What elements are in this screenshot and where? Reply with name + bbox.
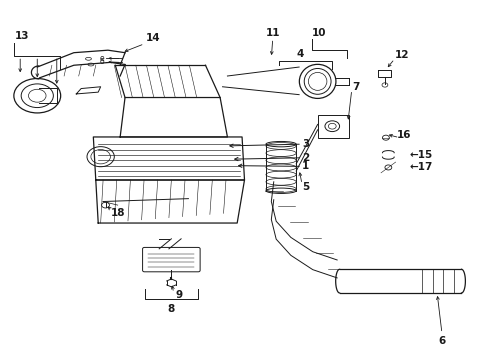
- Text: 5: 5: [302, 182, 308, 192]
- Text: o: o: [100, 57, 104, 66]
- Text: 12: 12: [394, 50, 408, 60]
- Text: 13: 13: [14, 31, 29, 41]
- Text: 6: 6: [437, 336, 445, 346]
- Text: 3: 3: [302, 139, 308, 149]
- Text: 8: 8: [167, 304, 175, 314]
- Text: 7: 7: [352, 82, 359, 92]
- Text: 10: 10: [311, 28, 325, 38]
- Text: 14: 14: [146, 33, 160, 42]
- Text: 11: 11: [265, 28, 280, 38]
- Text: 16: 16: [396, 130, 410, 140]
- Text: e: e: [100, 54, 104, 63]
- Bar: [317, 116, 348, 138]
- Text: 9: 9: [175, 291, 182, 301]
- Text: 4: 4: [296, 49, 304, 59]
- Text: 18: 18: [110, 208, 124, 218]
- Text: 1: 1: [302, 161, 308, 171]
- Text: 2: 2: [302, 153, 308, 163]
- Text: ←17: ←17: [408, 162, 432, 172]
- Text: ←15: ←15: [408, 150, 432, 160]
